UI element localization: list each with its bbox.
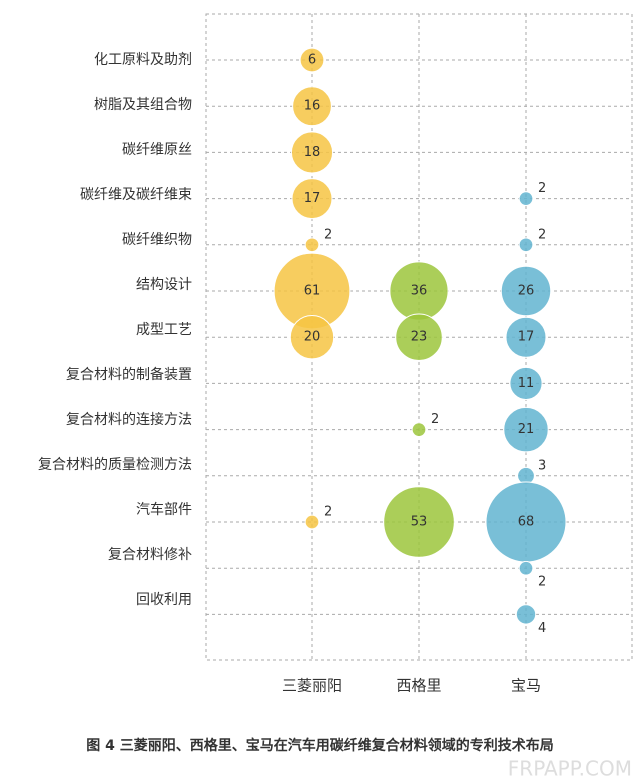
data-label: 61 (304, 284, 321, 299)
bubble (292, 86, 332, 127)
x-tick-label: 西格里 (396, 677, 441, 695)
y-tick-label: 碳纤维及碳纤维束 (80, 187, 192, 203)
x-tick-label: 三菱丽阳 (282, 677, 342, 695)
data-label: 21 (518, 422, 535, 437)
y-tick-label: 复合材料的制备装置 (66, 366, 192, 383)
bubble (411, 422, 427, 437)
data-label: 6 (308, 53, 316, 68)
bubble (518, 237, 534, 253)
bubble (304, 237, 320, 253)
bubble (518, 191, 534, 206)
data-label: 18 (304, 145, 321, 160)
data-label: 20 (304, 330, 321, 345)
y-tick-label: 化工原料及助剂 (94, 52, 192, 68)
data-label: 23 (411, 330, 428, 345)
data-label: 2 (431, 412, 439, 427)
y-tick-label: 汽车部件 (136, 501, 192, 518)
bubble (518, 560, 534, 576)
bubble (509, 366, 543, 400)
y-tick-label: 复合材料修补 (108, 546, 192, 563)
data-label: 2 (324, 227, 332, 242)
bubble (299, 47, 325, 73)
bubble (383, 486, 455, 558)
bubble (503, 406, 549, 453)
bubble (304, 514, 320, 530)
x-tick-label: 宝马 (511, 677, 541, 695)
data-label: 26 (518, 284, 535, 299)
data-label: 2 (538, 575, 546, 590)
bubble (505, 316, 547, 358)
watermark: FRPAPP.COM (508, 757, 632, 781)
y-tick-label: 回收利用 (136, 592, 192, 608)
data-label: 2 (538, 227, 546, 242)
y-tick-label: 树脂及其组合物 (94, 97, 192, 113)
data-label: 16 (304, 99, 321, 114)
data-label: 17 (304, 191, 321, 206)
bubble (289, 315, 335, 360)
bubble (290, 131, 334, 174)
data-label: 4 (538, 621, 546, 636)
data-label: 53 (411, 515, 428, 530)
y-tick-label: 碳纤维原丝 (122, 142, 192, 158)
bubble (515, 604, 537, 625)
chart-title: 图 4 三菱丽阳、西格里、宝马在汽车用碳纤维复合材料领域的专利技术布局 (86, 737, 554, 754)
data-label: 2 (324, 505, 332, 520)
data-label: 2 (538, 181, 546, 196)
bubble (291, 178, 333, 220)
data-label: 3 (538, 458, 546, 473)
y-tick-label: 成型工艺 (136, 322, 192, 338)
y-tick-label: 复合材料的质量检测方法 (38, 456, 192, 473)
bubble (500, 265, 552, 317)
data-label: 11 (518, 376, 535, 391)
y-tick-label: 复合材料的连接方法 (66, 411, 192, 428)
data-label: 68 (518, 515, 535, 530)
data-label: 36 (411, 284, 428, 299)
bubble (395, 313, 443, 361)
y-tick-label: 碳纤维织物 (122, 232, 192, 248)
y-tick-label: 结构设计 (136, 277, 192, 293)
data-label: 17 (518, 330, 535, 345)
